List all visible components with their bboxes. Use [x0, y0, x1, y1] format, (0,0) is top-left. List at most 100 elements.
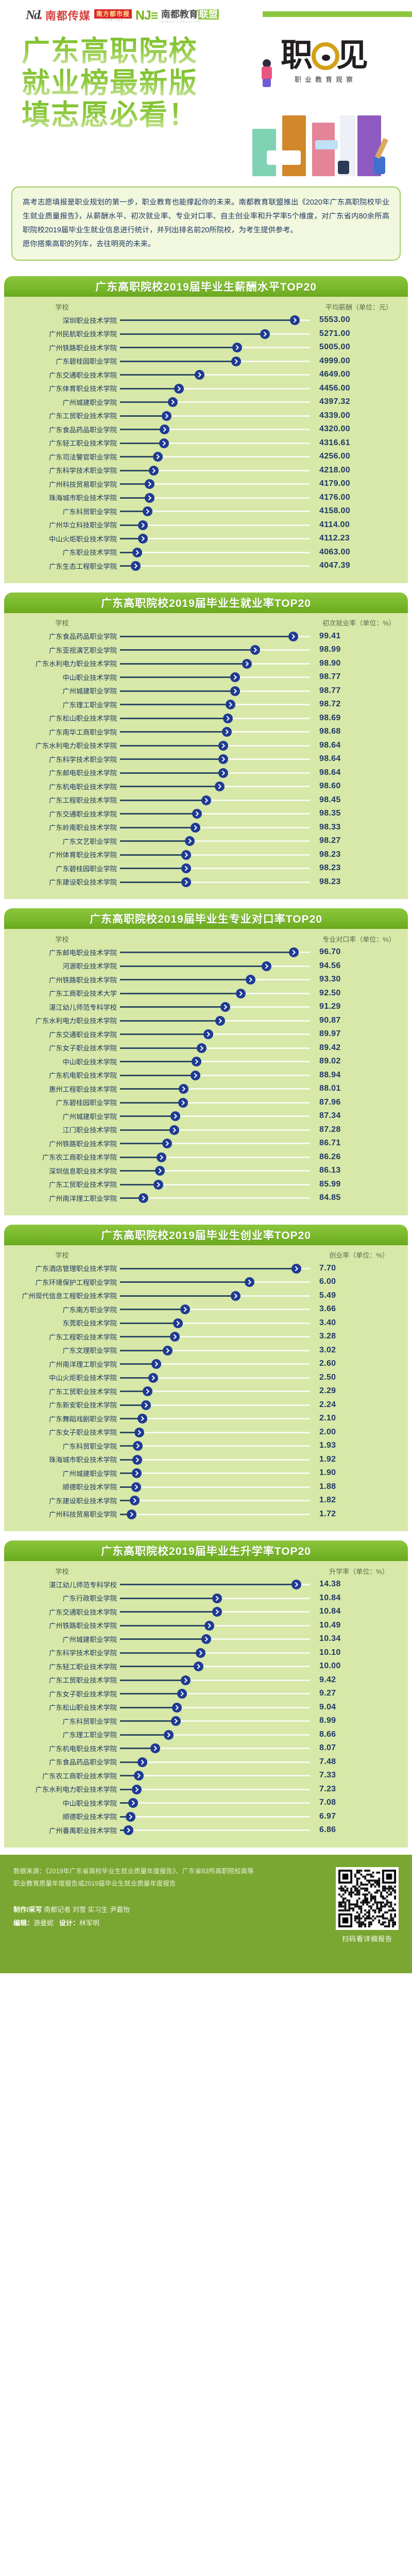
chevron-right-icon [193, 1662, 203, 1672]
chevron-right-icon [246, 975, 256, 985]
chart-column-headers: 学校 创业率（单位：%） [4, 1248, 408, 1262]
column-header-school: 学校 [55, 619, 69, 627]
row-school-name: 广州铁路职业技术学院 [49, 1622, 117, 1630]
table-row: 广州南洋理工职业学院 84.85 [4, 1191, 408, 1205]
row-school-name: 广东交通职业技术学院 [49, 810, 117, 818]
column-header-value: 初次就业率（单位：%） [322, 619, 396, 627]
track-filled [120, 1761, 142, 1763]
row-school-name: 广东科贸职业学院 [62, 507, 117, 516]
track-remainder [296, 1584, 310, 1586]
chevron-right-icon [245, 1277, 255, 1287]
row-value-track [120, 1344, 310, 1357]
track-remainder [155, 1748, 310, 1750]
chevron-right-icon [142, 506, 152, 517]
chevron-right-icon [132, 547, 143, 557]
chart-section: 广东高职院校2019届毕业生薪酬水平TOP20 学校 平均薪酬（单位：元） 深圳职业技… [0, 276, 412, 588]
row-school-name: 广东松山职业技术学院 [49, 1704, 117, 1712]
row-value: 4218.00 [319, 465, 350, 474]
row-value-track [120, 1262, 310, 1275]
chevron-right-icon [196, 1043, 207, 1053]
track-filled [120, 881, 186, 883]
column-header-value: 升学率（单位：%） [329, 1567, 389, 1575]
row-value: 2.29 [319, 1386, 336, 1396]
row-value: 10.84 [319, 1607, 341, 1616]
row-value-track [120, 698, 310, 711]
row-school-name: 顺德职业技术学院 [62, 1813, 117, 1821]
track-remainder [208, 1033, 310, 1036]
chevron-right-icon [157, 1152, 167, 1162]
chevron-right-icon [231, 356, 242, 366]
row-school-name: 广东女子职业技术学院 [49, 1690, 117, 1698]
row-value: 8.07 [319, 1743, 336, 1753]
chevron-right-icon [128, 1798, 139, 1808]
row-value-track [120, 518, 310, 532]
infographic-page: Nd. 南都传媒 南方都市报 办中国最好的报纸 NJ 南都教育 联盟 NANDU … [0, 0, 412, 1973]
row-value-track [120, 382, 310, 395]
row-value: 87.34 [319, 1111, 341, 1121]
row-school-name: 广州铁路职业技术学院 [49, 1140, 117, 1148]
row-value-track [120, 1027, 310, 1041]
row-value-track [120, 766, 310, 779]
chevron-right-icon [289, 315, 300, 326]
row-value-track [120, 464, 310, 477]
chevron-right-icon [148, 1372, 159, 1383]
table-row: 广东南方职业学院 3.66 [4, 1302, 408, 1316]
row-value-track [120, 875, 310, 889]
table-row: 广州城建职业学院 1.90 [4, 1466, 408, 1480]
track-remainder [254, 649, 310, 651]
track-remainder [158, 1183, 310, 1185]
track-remainder [149, 497, 310, 499]
table-row: 广东生态工程职业学院 4047.39 [4, 559, 408, 573]
row-value: 6.00 [319, 1277, 336, 1286]
chevron-right-icon [160, 425, 170, 435]
chevron-right-icon [129, 1496, 140, 1506]
track-filled [120, 1748, 156, 1750]
table-row: 广州城建职业学院 4397.32 [4, 395, 408, 409]
track-filled [120, 1295, 236, 1297]
track-filled [120, 1802, 133, 1804]
table-row: 广东机电职业技术学院 8.07 [4, 1741, 408, 1755]
row-value-track [120, 793, 310, 807]
chevron-right-icon [177, 1689, 187, 1699]
row-value: 1.92 [319, 1454, 336, 1464]
chevron-right-icon [178, 1097, 188, 1108]
table-row: 广东行政职业学院 10.84 [4, 1591, 408, 1605]
row-value-track [120, 368, 310, 381]
qr-section: 扫码看详细报告 [336, 1867, 399, 1943]
row-school-name: 广东工程职业技术学院 [49, 796, 117, 805]
table-row: 广东舞蹈戏剧职业学院 2.10 [4, 1412, 408, 1426]
row-school-name: 东莞职业技术学院 [62, 1319, 117, 1328]
chevron-right-icon [134, 1427, 145, 1437]
track-remainder [235, 676, 310, 679]
row-value-track [120, 657, 310, 670]
chevron-right-icon [142, 1386, 152, 1397]
chevron-right-icon [152, 452, 163, 462]
table-row: 广东科贸职业学院 8.99 [4, 1714, 408, 1728]
intro-box: 高考志愿填报是职业规划的第一步，职业教育也能撑起你的未来。南都教育联盟推出《20… [11, 187, 401, 261]
row-school-name: 广州城建职业学院 [62, 398, 117, 406]
row-value: 6.86 [319, 1825, 336, 1835]
row-school-name: 中山火炬职业技术学院 [49, 535, 117, 543]
track-remainder [131, 1513, 310, 1515]
track-filled [120, 1513, 132, 1515]
chart-column-headers: 学校 初次就业率（单位：%） [4, 616, 408, 630]
row-school-name: 河源职业技术学院 [62, 962, 117, 971]
table-row: 深圳信息职业技术学院 86.13 [4, 1164, 408, 1178]
credits: 制作/采写 南都记者 刘雪 实习生 尹嘉怡 编辑：游曼妮 设计：林军明 [13, 1903, 399, 1930]
track-filled [120, 319, 295, 321]
table-row: 广东水利电力职业技术学院 90.87 [4, 1014, 408, 1028]
chevron-right-icon [212, 1607, 222, 1617]
row-value-track [120, 1426, 310, 1439]
table-row: 广州科技贸易职业学院 1.72 [4, 1507, 408, 1521]
table-row: 广东岭南职业技术学院 98.33 [4, 821, 408, 835]
row-school-name: 深圳信息职业技术学院 [49, 1167, 117, 1175]
track-filled [120, 717, 228, 719]
column-header-school: 学校 [55, 1567, 69, 1575]
qr-code-icon[interactable] [336, 1867, 399, 1930]
row-school-name: 广东建设职业技术学院 [49, 878, 117, 887]
track-filled [120, 1486, 136, 1488]
row-value-track [120, 1507, 310, 1521]
chevron-right-icon [131, 561, 141, 571]
track-remainder [167, 1349, 310, 1351]
row-value: 1.88 [319, 1482, 336, 1491]
